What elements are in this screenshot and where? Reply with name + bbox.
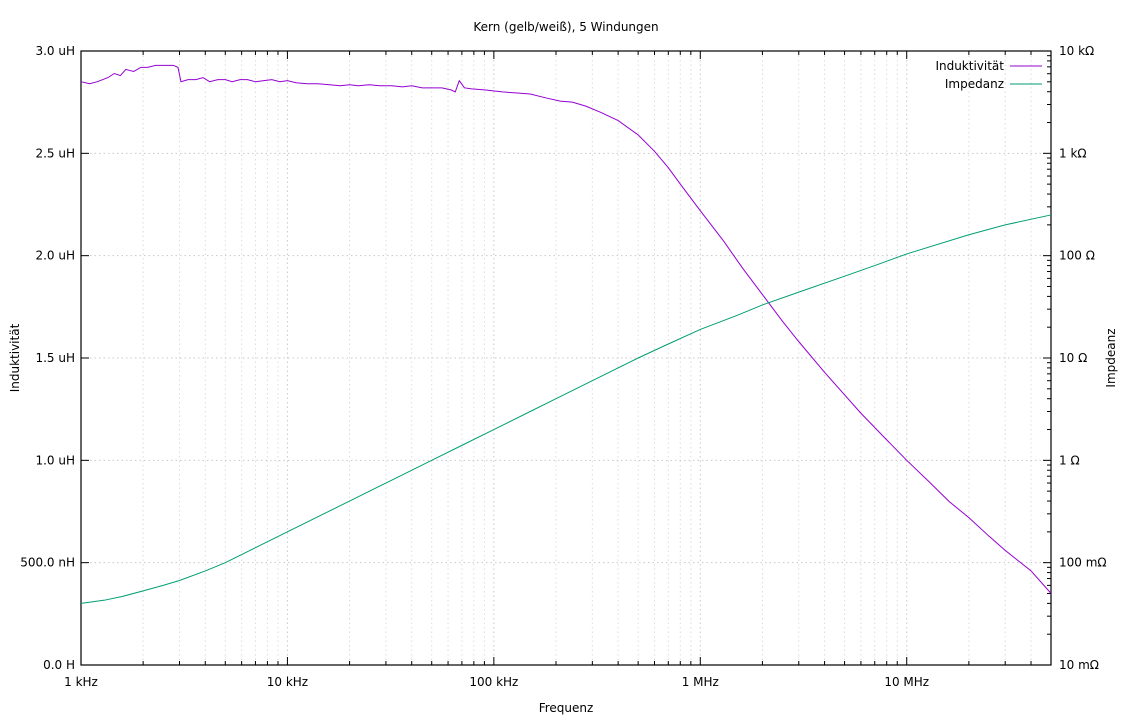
- grid-layer: [81, 51, 1051, 665]
- legend-label-induktivitaet: Induktivität: [935, 59, 1004, 73]
- y2-tick-label: 10 mΩ: [1059, 658, 1099, 672]
- y-tick-label: 1.5 uH: [35, 351, 75, 365]
- y2-tick-label: 100 Ω: [1059, 249, 1095, 263]
- legend-label-impedanz: Impedanz: [945, 77, 1004, 91]
- x-tick-label: 100 kHz: [469, 675, 518, 689]
- series-line-induktivitaet: [80, 64, 1052, 594]
- y2-tick-label: 10 kΩ: [1059, 44, 1094, 58]
- x-axis-label: Frequenz: [539, 701, 594, 715]
- chart-title: Kern (gelb/weiß), 5 Windungen: [473, 20, 658, 34]
- series-layer: [80, 64, 1052, 604]
- y2-tick-label: 1 kΩ: [1059, 146, 1087, 160]
- y-axis-label: Induktivität: [8, 323, 22, 392]
- x-tick-label: 10 MHz: [884, 675, 929, 689]
- y-tick-label: 3.0 uH: [35, 44, 75, 58]
- y-tick-label: 2.0 uH: [35, 249, 75, 263]
- y2-tick-label: 1 Ω: [1059, 453, 1080, 467]
- y2-axis-label: Impdeanz: [1104, 328, 1118, 387]
- y-tick-label: 500.0 nH: [20, 556, 75, 570]
- ticks-layer: 0.0 H 500.0 nH 1.0 uH 1.5 uH 2.0 uH 2.5 uH 3.0…: [20, 44, 1106, 689]
- y-tick-label: 2.5 uH: [35, 146, 75, 160]
- x-tick-label: 10 kHz: [267, 675, 308, 689]
- series-line-impedanz: [80, 214, 1052, 604]
- y-tick-label: 1.0 uH: [35, 453, 75, 467]
- y2-tick-label: 10 Ω: [1059, 351, 1087, 365]
- x-tick-label: 1 kHz: [64, 675, 98, 689]
- y2-tick-label: 100 mΩ: [1059, 556, 1107, 570]
- y-tick-label: 0.0 H: [43, 658, 75, 672]
- legend: Induktivität Impedanz: [935, 59, 1042, 91]
- x-tick-label: 1 MHz: [682, 675, 719, 689]
